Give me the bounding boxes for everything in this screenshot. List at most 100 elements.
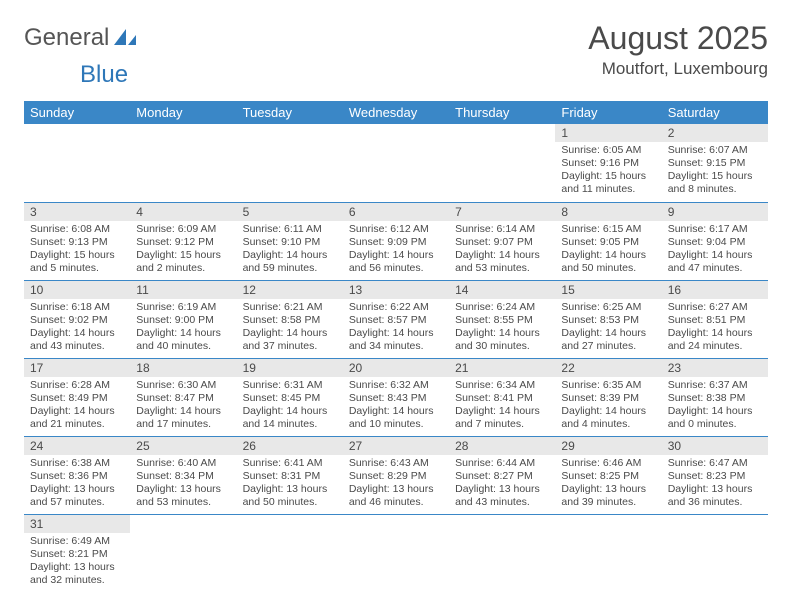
empty-cell xyxy=(449,124,555,202)
day-number: 17 xyxy=(24,359,130,377)
day-detail: Sunrise: 6:14 AMSunset: 9:07 PMDaylight:… xyxy=(449,221,555,280)
day-number: 31 xyxy=(24,515,130,533)
day-number: 11 xyxy=(130,281,236,299)
day-detail: Sunrise: 6:49 AMSunset: 8:21 PMDaylight:… xyxy=(24,533,130,592)
day-cell: 7Sunrise: 6:14 AMSunset: 9:07 PMDaylight… xyxy=(449,202,555,280)
day-cell: 3Sunrise: 6:08 AMSunset: 9:13 PMDaylight… xyxy=(24,202,130,280)
day-cell: 17Sunrise: 6:28 AMSunset: 8:49 PMDayligh… xyxy=(24,358,130,436)
day-cell: 9Sunrise: 6:17 AMSunset: 9:04 PMDaylight… xyxy=(662,202,768,280)
day-detail: Sunrise: 6:37 AMSunset: 8:38 PMDaylight:… xyxy=(662,377,768,436)
day-cell: 29Sunrise: 6:46 AMSunset: 8:25 PMDayligh… xyxy=(555,436,661,514)
day-cell: 11Sunrise: 6:19 AMSunset: 9:00 PMDayligh… xyxy=(130,280,236,358)
weekday-header: Tuesday xyxy=(237,101,343,124)
weekday-header: Monday xyxy=(130,101,236,124)
calendar-row: 31Sunrise: 6:49 AMSunset: 8:21 PMDayligh… xyxy=(24,514,768,592)
weekday-header: Wednesday xyxy=(343,101,449,124)
day-detail: Sunrise: 6:30 AMSunset: 8:47 PMDaylight:… xyxy=(130,377,236,436)
day-number: 10 xyxy=(24,281,130,299)
day-detail: Sunrise: 6:35 AMSunset: 8:39 PMDaylight:… xyxy=(555,377,661,436)
day-number: 30 xyxy=(662,437,768,455)
empty-cell xyxy=(343,124,449,202)
day-number: 28 xyxy=(449,437,555,455)
day-number: 19 xyxy=(237,359,343,377)
empty-cell xyxy=(449,514,555,592)
day-detail: Sunrise: 6:15 AMSunset: 9:05 PMDaylight:… xyxy=(555,221,661,280)
day-cell: 16Sunrise: 6:27 AMSunset: 8:51 PMDayligh… xyxy=(662,280,768,358)
day-detail: Sunrise: 6:41 AMSunset: 8:31 PMDaylight:… xyxy=(237,455,343,514)
day-cell: 1Sunrise: 6:05 AMSunset: 9:16 PMDaylight… xyxy=(555,124,661,202)
day-number: 7 xyxy=(449,203,555,221)
day-cell: 10Sunrise: 6:18 AMSunset: 9:02 PMDayligh… xyxy=(24,280,130,358)
day-detail: Sunrise: 6:12 AMSunset: 9:09 PMDaylight:… xyxy=(343,221,449,280)
weekday-header: Sunday xyxy=(24,101,130,124)
empty-cell xyxy=(237,514,343,592)
page-title: August 2025 xyxy=(588,20,768,57)
empty-cell xyxy=(24,124,130,202)
day-cell: 26Sunrise: 6:41 AMSunset: 8:31 PMDayligh… xyxy=(237,436,343,514)
day-cell: 28Sunrise: 6:44 AMSunset: 8:27 PMDayligh… xyxy=(449,436,555,514)
day-number: 3 xyxy=(24,203,130,221)
day-cell: 2Sunrise: 6:07 AMSunset: 9:15 PMDaylight… xyxy=(662,124,768,202)
day-detail: Sunrise: 6:08 AMSunset: 9:13 PMDaylight:… xyxy=(24,221,130,280)
day-number: 6 xyxy=(343,203,449,221)
day-detail: Sunrise: 6:47 AMSunset: 8:23 PMDaylight:… xyxy=(662,455,768,514)
day-detail: Sunrise: 6:43 AMSunset: 8:29 PMDaylight:… xyxy=(343,455,449,514)
day-cell: 12Sunrise: 6:21 AMSunset: 8:58 PMDayligh… xyxy=(237,280,343,358)
day-cell: 31Sunrise: 6:49 AMSunset: 8:21 PMDayligh… xyxy=(24,514,130,592)
day-detail: Sunrise: 6:40 AMSunset: 8:34 PMDaylight:… xyxy=(130,455,236,514)
day-cell: 4Sunrise: 6:09 AMSunset: 9:12 PMDaylight… xyxy=(130,202,236,280)
day-detail: Sunrise: 6:07 AMSunset: 9:15 PMDaylight:… xyxy=(662,142,768,201)
day-number: 26 xyxy=(237,437,343,455)
empty-cell xyxy=(237,124,343,202)
calendar-row: 3Sunrise: 6:08 AMSunset: 9:13 PMDaylight… xyxy=(24,202,768,280)
day-number: 23 xyxy=(662,359,768,377)
day-number: 12 xyxy=(237,281,343,299)
weekday-header: Friday xyxy=(555,101,661,124)
day-number: 8 xyxy=(555,203,661,221)
sail-icon xyxy=(112,27,138,49)
day-detail: Sunrise: 6:34 AMSunset: 8:41 PMDaylight:… xyxy=(449,377,555,436)
day-cell: 6Sunrise: 6:12 AMSunset: 9:09 PMDaylight… xyxy=(343,202,449,280)
empty-cell xyxy=(130,124,236,202)
day-detail: Sunrise: 6:24 AMSunset: 8:55 PMDaylight:… xyxy=(449,299,555,358)
day-cell: 25Sunrise: 6:40 AMSunset: 8:34 PMDayligh… xyxy=(130,436,236,514)
day-cell: 18Sunrise: 6:30 AMSunset: 8:47 PMDayligh… xyxy=(130,358,236,436)
day-number: 15 xyxy=(555,281,661,299)
day-number: 13 xyxy=(343,281,449,299)
day-detail: Sunrise: 6:28 AMSunset: 8:49 PMDaylight:… xyxy=(24,377,130,436)
day-detail: Sunrise: 6:25 AMSunset: 8:53 PMDaylight:… xyxy=(555,299,661,358)
calendar-table: SundayMondayTuesdayWednesdayThursdayFrid… xyxy=(24,101,768,592)
empty-cell xyxy=(343,514,449,592)
day-cell: 20Sunrise: 6:32 AMSunset: 8:43 PMDayligh… xyxy=(343,358,449,436)
day-number: 4 xyxy=(130,203,236,221)
day-number: 5 xyxy=(237,203,343,221)
day-cell: 22Sunrise: 6:35 AMSunset: 8:39 PMDayligh… xyxy=(555,358,661,436)
day-number: 20 xyxy=(343,359,449,377)
day-number: 27 xyxy=(343,437,449,455)
empty-cell xyxy=(555,514,661,592)
logo-text-general: General xyxy=(24,24,109,52)
day-detail: Sunrise: 6:32 AMSunset: 8:43 PMDaylight:… xyxy=(343,377,449,436)
day-number: 9 xyxy=(662,203,768,221)
day-number: 29 xyxy=(555,437,661,455)
day-cell: 27Sunrise: 6:43 AMSunset: 8:29 PMDayligh… xyxy=(343,436,449,514)
weekday-header: Thursday xyxy=(449,101,555,124)
day-cell: 30Sunrise: 6:47 AMSunset: 8:23 PMDayligh… xyxy=(662,436,768,514)
day-detail: Sunrise: 6:38 AMSunset: 8:36 PMDaylight:… xyxy=(24,455,130,514)
day-detail: Sunrise: 6:19 AMSunset: 9:00 PMDaylight:… xyxy=(130,299,236,358)
day-cell: 21Sunrise: 6:34 AMSunset: 8:41 PMDayligh… xyxy=(449,358,555,436)
day-number: 2 xyxy=(662,124,768,142)
day-detail: Sunrise: 6:46 AMSunset: 8:25 PMDaylight:… xyxy=(555,455,661,514)
weekday-header: Saturday xyxy=(662,101,768,124)
day-cell: 13Sunrise: 6:22 AMSunset: 8:57 PMDayligh… xyxy=(343,280,449,358)
day-cell: 19Sunrise: 6:31 AMSunset: 8:45 PMDayligh… xyxy=(237,358,343,436)
day-number: 24 xyxy=(24,437,130,455)
day-detail: Sunrise: 6:09 AMSunset: 9:12 PMDaylight:… xyxy=(130,221,236,280)
day-detail: Sunrise: 6:17 AMSunset: 9:04 PMDaylight:… xyxy=(662,221,768,280)
logo-text-blue: Blue xyxy=(80,61,792,89)
calendar-row: 24Sunrise: 6:38 AMSunset: 8:36 PMDayligh… xyxy=(24,436,768,514)
day-number: 25 xyxy=(130,437,236,455)
day-cell: 24Sunrise: 6:38 AMSunset: 8:36 PMDayligh… xyxy=(24,436,130,514)
day-number: 18 xyxy=(130,359,236,377)
day-detail: Sunrise: 6:27 AMSunset: 8:51 PMDaylight:… xyxy=(662,299,768,358)
